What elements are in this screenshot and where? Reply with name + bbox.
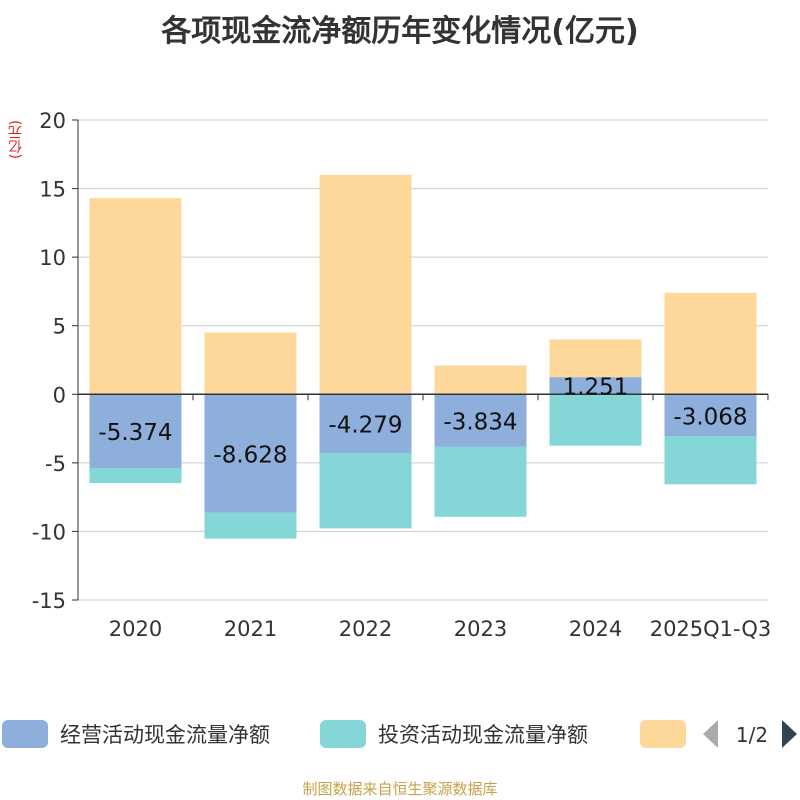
bar-series1-2020[interactable] xyxy=(89,394,182,468)
bar-series2-2022[interactable] xyxy=(319,452,412,529)
bar-series3-2021[interactable] xyxy=(204,332,297,395)
bar-series1-2022[interactable] xyxy=(319,394,412,453)
data-label: 1.251 xyxy=(563,375,629,401)
legend-swatch[interactable] xyxy=(2,720,48,748)
legend-label[interactable]: 经营活动现金流量净额 xyxy=(60,723,270,747)
data-label: -5.374 xyxy=(98,420,172,446)
legend-page-indicator: 1/2 xyxy=(736,723,768,747)
x-tick-label: 2020 xyxy=(109,617,162,641)
bar-series3-2022[interactable] xyxy=(319,174,412,395)
y-tick-label: -5 xyxy=(45,452,66,476)
bar-series3-2020[interactable] xyxy=(89,198,182,395)
y-tick-label: 20 xyxy=(39,109,66,133)
data-source-note: 制图数据来自恒生聚源数据库 xyxy=(302,780,498,798)
bar-series2-2023[interactable] xyxy=(434,446,527,517)
legend-swatch[interactable] xyxy=(320,720,366,748)
legend-item-1[interactable]: 经营活动现金流量净额 xyxy=(2,720,270,748)
x-tick-label: 2022 xyxy=(339,617,392,641)
data-label: -8.628 xyxy=(213,442,287,468)
legend-label[interactable]: 投资活动现金流量净额 xyxy=(378,723,588,747)
x-tick-label: 2023 xyxy=(454,617,507,641)
bar-series2-2021[interactable] xyxy=(204,512,297,539)
data-label: -4.279 xyxy=(328,413,402,439)
y-tick-label: 10 xyxy=(39,246,66,270)
legend-item-3[interactable] xyxy=(640,720,686,748)
chart-title: 各项现金流净额历年变化情况(亿元) xyxy=(161,14,639,49)
y-tick-label: 15 xyxy=(39,178,66,202)
bar-series1-2023[interactable] xyxy=(434,394,527,447)
data-label: -3.068 xyxy=(673,404,747,430)
data-label: -3.834 xyxy=(443,410,517,436)
bar-series1-2024[interactable] xyxy=(549,377,642,395)
triangle-left-icon[interactable] xyxy=(703,720,718,748)
x-tick-label: 2025Q1-Q3 xyxy=(650,617,772,641)
x-tick-label: 2024 xyxy=(569,617,622,641)
y-tick-label: -15 xyxy=(32,589,66,613)
bar-series3-2023[interactable] xyxy=(434,365,527,395)
legend-swatch[interactable] xyxy=(640,720,686,748)
bar-series2-2020[interactable] xyxy=(89,467,182,484)
y-tick-label: 0 xyxy=(53,383,66,407)
triangle-right-icon[interactable] xyxy=(782,720,797,748)
y-tick-label: 5 xyxy=(53,315,66,339)
bar-series1-2021[interactable] xyxy=(204,394,297,513)
bar-series1-2025Q1-Q3[interactable] xyxy=(664,394,757,437)
bar-series2-2024[interactable] xyxy=(549,394,642,446)
bar-series3-2024[interactable] xyxy=(549,339,642,378)
bar-series2-2025Q1-Q3[interactable] xyxy=(664,436,757,485)
legend-item-2[interactable]: 投资活动现金流量净额 xyxy=(320,720,588,748)
x-tick-label: 2021 xyxy=(224,617,277,641)
bar-series3-2025Q1-Q3[interactable] xyxy=(664,292,757,395)
y-tick-label: -10 xyxy=(32,520,66,544)
